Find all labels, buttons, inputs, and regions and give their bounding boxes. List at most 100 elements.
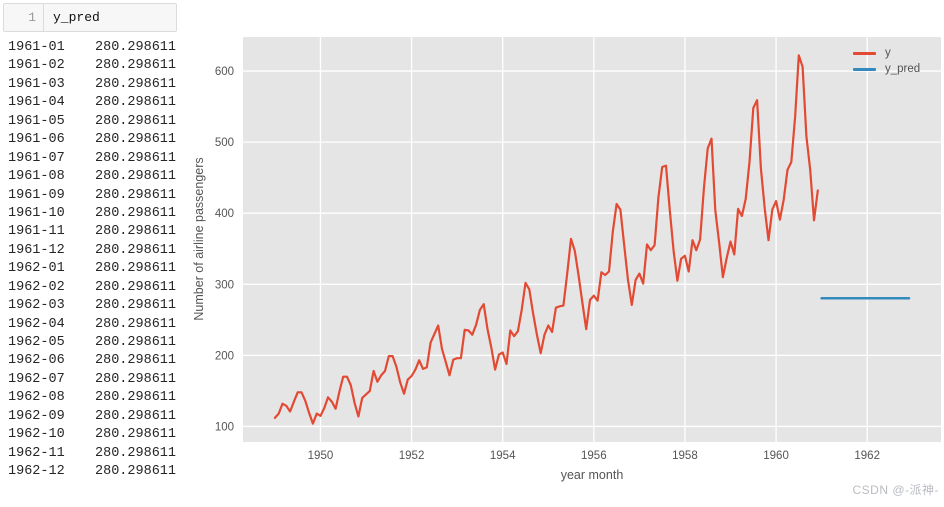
row-date: 1961-05 — [8, 113, 65, 129]
y-axis-label: Number of airline passengers — [192, 157, 206, 321]
row-value: 280.298611 — [95, 427, 177, 443]
y-tick-label: 400 — [215, 208, 234, 220]
row-date: 1961-12 — [8, 242, 65, 258]
legend-line-y-pred-icon — [853, 67, 876, 71]
list-item: 1961-07 280.298611 — [0, 150, 176, 168]
row-value: 280.298611 — [95, 261, 177, 277]
row-value: 280.298611 — [95, 279, 177, 295]
legend-item-y: y — [853, 45, 920, 61]
row-date: 1962-07 — [8, 371, 65, 387]
row-value: 280.298611 — [95, 58, 177, 74]
row-value: 280.298611 — [95, 408, 177, 424]
y-tick-label: 600 — [215, 66, 234, 78]
row-value: 280.298611 — [95, 224, 177, 240]
row-date: 1961-04 — [8, 95, 65, 111]
row-value: 280.298611 — [95, 40, 177, 55]
row-value: 280.298611 — [95, 76, 177, 92]
list-item: 1962-01 280.298611 — [0, 260, 176, 278]
list-item: 1962-02 280.298611 — [0, 279, 176, 297]
list-item: 1961-08 280.298611 — [0, 168, 176, 186]
code-cell[interactable]: 1 y_pred — [3, 3, 177, 32]
series-line-y — [273, 54, 819, 425]
x-tick-label: 1958 — [672, 450, 698, 462]
row-date: 1962-01 — [8, 261, 65, 277]
list-item: 1961-04 280.298611 — [0, 94, 176, 112]
row-value: 280.298611 — [95, 95, 177, 111]
list-item: 1961-01 280.298611 — [0, 39, 176, 57]
row-date: 1962-02 — [8, 279, 65, 295]
row-date: 1961-01 — [8, 40, 65, 55]
list-item: 1961-05 280.298611 — [0, 113, 176, 131]
legend-line-y-icon — [853, 51, 876, 55]
row-value: 280.298611 — [95, 150, 177, 166]
x-tick-label: 1952 — [399, 450, 425, 462]
x-tick-label: 1956 — [581, 450, 607, 462]
chart-legend: y y_pred — [853, 45, 920, 77]
series-output: 1961-01 280.298611 1961-02 280.298611 1961-0… — [0, 39, 176, 482]
row-value: 280.298611 — [95, 169, 177, 185]
y-tick-label: 500 — [215, 137, 234, 149]
row-value: 280.298611 — [95, 335, 177, 350]
legend-label-y: y — [885, 47, 891, 59]
row-date: 1962-11 — [8, 445, 65, 461]
row-date: 1962-10 — [8, 427, 65, 443]
list-item: 1962-06 280.298611 — [0, 352, 176, 370]
row-value: 280.298611 — [95, 298, 177, 314]
x-axis-label: year month — [560, 468, 624, 482]
row-value: 280.298611 — [95, 371, 177, 387]
chart-canvas: 1950 1952 1954 1956 1958 1960 1962 100 200 300 400… — [215, 37, 941, 462]
row-date: 1961-09 — [8, 187, 65, 203]
row-value: 280.298611 — [95, 205, 177, 221]
y-tick-label: 200 — [215, 350, 234, 362]
row-value: 280.298611 — [95, 390, 177, 406]
list-item: 1961-12 280.298611 — [0, 242, 176, 260]
list-item: 1962-08 280.298611 — [0, 389, 176, 407]
row-date: 1962-08 — [8, 390, 65, 406]
plot-area — [243, 37, 941, 442]
list-item: 1962-07 280.298611 — [0, 371, 176, 389]
row-date: 1961-08 — [8, 169, 65, 185]
list-item: 1961-09 280.298611 — [0, 187, 176, 205]
y-tick-label: 100 — [215, 421, 234, 433]
x-tick-label: 1954 — [490, 450, 516, 462]
y-tick-label: 300 — [215, 279, 234, 291]
row-date: 1962-03 — [8, 298, 65, 314]
row-date: 1962-04 — [8, 316, 65, 332]
row-date: 1962-12 — [8, 464, 65, 480]
code-text: y_pred — [53, 10, 100, 25]
list-item: 1961-02 280.298611 — [0, 57, 176, 75]
list-item: 1961-03 280.298611 — [0, 76, 176, 94]
list-item: 1962-03 280.298611 — [0, 297, 176, 315]
row-date: 1961-03 — [8, 76, 65, 92]
row-date: 1961-11 — [8, 224, 65, 240]
list-item: 1961-10 280.298611 — [0, 205, 176, 223]
row-date: 1961-07 — [8, 150, 65, 166]
line-number: 1 — [4, 4, 44, 31]
row-value: 280.298611 — [95, 445, 177, 461]
row-value: 280.298611 — [95, 464, 177, 480]
x-tick-label: 1960 — [763, 450, 789, 462]
list-item: 1962-10 280.298611 — [0, 426, 176, 444]
row-date: 1961-06 — [8, 132, 65, 148]
row-value: 280.298611 — [95, 132, 177, 148]
output-panel: 1 y_pred 1961-01 280.298611 1961-02 280.298… — [0, 0, 185, 507]
legend-label-y-pred: y_pred — [885, 63, 921, 75]
row-value: 280.298611 — [95, 316, 177, 332]
row-value: 280.298611 — [95, 353, 177, 369]
list-item: 1962-12 280.298611 — [0, 463, 176, 481]
row-date: 1961-10 — [8, 205, 65, 221]
row-date: 1962-06 — [8, 353, 65, 369]
row-value: 280.298611 — [95, 187, 177, 203]
list-item: 1961-11 280.298611 — [0, 223, 176, 241]
watermark: CSDN @-派神- — [852, 483, 939, 497]
row-value: 280.298611 — [95, 113, 177, 129]
list-item: 1962-09 280.298611 — [0, 408, 176, 426]
row-value: 280.298611 — [95, 242, 177, 258]
list-item: 1961-06 280.298611 — [0, 131, 176, 149]
legend-item-y-pred: y_pred — [853, 61, 920, 77]
row-date: 1961-02 — [8, 58, 65, 74]
list-item: 1962-05 280.298611 — [0, 334, 176, 352]
x-tick-label: 1950 — [308, 450, 334, 462]
chart-figure: 1950 1952 1954 1956 1958 1960 1962 100 200 300 400… — [185, 0, 944, 507]
